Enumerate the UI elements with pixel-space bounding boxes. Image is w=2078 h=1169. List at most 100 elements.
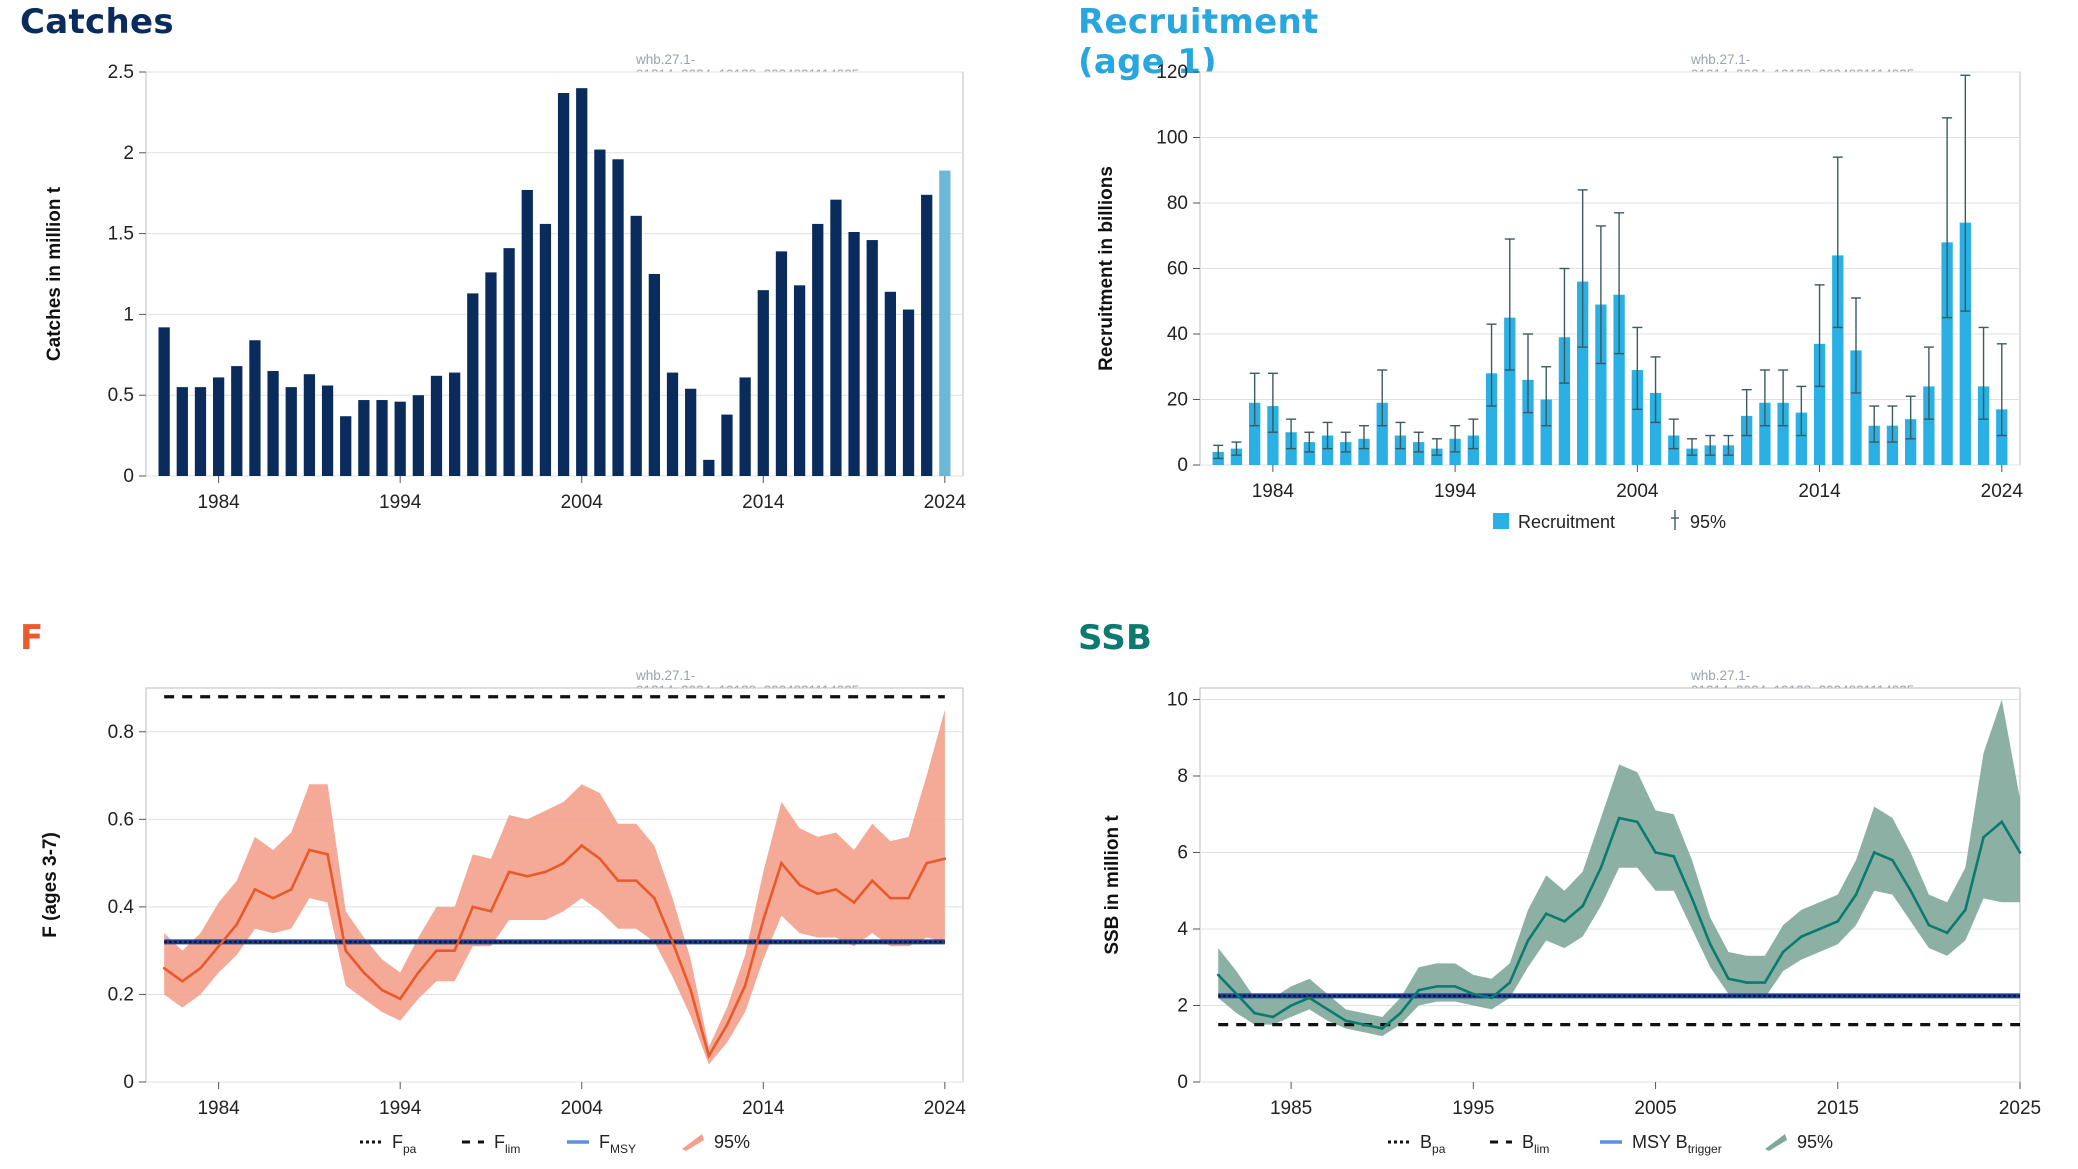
ssb-series-point — [1945, 931, 1949, 935]
f-series-point — [507, 870, 511, 874]
catches-bar — [612, 159, 624, 476]
ssb-ytick-label: 8 — [1177, 766, 1188, 787]
catches-bar — [358, 400, 370, 476]
recruitment-bar — [1467, 435, 1479, 465]
recruitment-bar — [1886, 425, 1899, 465]
ssb-title: SSB — [1078, 618, 1153, 658]
ssb-series-point — [2000, 820, 2004, 824]
f-ytick-label: 0.8 — [108, 722, 134, 743]
recruitment-bar — [1394, 435, 1407, 465]
f-series-point — [580, 844, 584, 847]
recruitment-chart: 0 20 40 60 80 100 120 1984 1994 2004 2014 2024 Recru… — [1096, 62, 2024, 532]
ssb-series-point — [1818, 927, 1821, 931]
catches-ytick-label: 2.5 — [108, 62, 134, 83]
f-xtick-label: 2004 — [561, 1098, 604, 1119]
catches-xtick-label: 2024 — [924, 492, 967, 513]
recruitment-legend-swatch — [1493, 513, 1509, 529]
ssb-series-point — [2018, 851, 2022, 854]
catches-bar-current — [939, 170, 951, 477]
catches-bar — [576, 88, 588, 476]
f-series-point — [925, 861, 928, 865]
catches-xtick-label: 2014 — [742, 492, 785, 513]
ssb-series-point — [1544, 912, 1548, 915]
f-legend-flim-label-main: F — [494, 1132, 505, 1152]
recruitment-xtick-label: 2004 — [1616, 481, 1659, 502]
catches-bar — [285, 387, 297, 476]
catches-bar — [249, 340, 261, 476]
ssb-series-point — [1854, 893, 1858, 896]
recruitment-bar — [1959, 222, 1971, 465]
f-ytick-label: 0.2 — [108, 984, 134, 1005]
recruitment-ytick-label: 20 — [1167, 390, 1188, 411]
recruitment-bar — [1868, 425, 1880, 465]
catches-bar — [921, 194, 933, 477]
catches-bar — [303, 374, 316, 476]
ssb-xtick-label: 2015 — [1817, 1098, 1859, 1119]
ssb-legend-bpa-label-main: B — [1420, 1132, 1432, 1152]
catches-chart: 0 0.5 1 1.5 2 2.5 1984 1994 2004 2014 2024 Catches … — [44, 62, 967, 513]
recruitment-bar — [1358, 438, 1370, 465]
ssb-series-point — [1326, 1008, 1329, 1011]
recruitment-ytick-label: 40 — [1167, 324, 1188, 345]
recruitment-bar — [1595, 304, 1607, 465]
catches-bar — [866, 240, 878, 476]
catches-bar — [212, 377, 225, 476]
recruitment-xtick-label: 1994 — [1434, 481, 1477, 502]
ssb-series-point — [1836, 920, 1840, 923]
catches-bar — [467, 293, 479, 476]
ssb-legend-blim-label-main: B — [1522, 1132, 1534, 1152]
recruitment-ytick-label: 80 — [1167, 193, 1188, 214]
recruitment-bar — [1540, 399, 1552, 465]
catches-bar — [884, 291, 897, 476]
recruitment-xtick-label: 2024 — [1981, 481, 2024, 502]
recruitment-title: Recruitment (age 1) — [1078, 2, 1319, 82]
catches-bar — [685, 388, 697, 476]
f-series-point — [671, 940, 674, 944]
f-y-axis-label: F (ages 3-7) — [40, 832, 61, 938]
f-series-point — [816, 892, 820, 896]
recruitment-bar — [1996, 409, 2008, 465]
ssb-series-point — [1708, 942, 1712, 946]
f-series-point — [326, 853, 329, 856]
recruitment-bar — [1522, 379, 1534, 465]
ssb-series-point — [1271, 1015, 1275, 1019]
recruitment-bar — [1850, 350, 1862, 465]
f-legend-fmsy-label-main: F — [599, 1132, 610, 1152]
catches-bar — [594, 149, 606, 476]
catches-ytick-label: 0.5 — [108, 385, 134, 406]
catches-bar — [231, 366, 243, 476]
f-series-line — [163, 843, 946, 1060]
ssb-series-point — [1490, 996, 1493, 1000]
f-series-point — [907, 896, 910, 900]
f-series-point — [435, 949, 438, 952]
recruitment-bar — [1230, 448, 1243, 465]
f-series-point — [761, 918, 765, 922]
ssb-series-point — [1909, 889, 1912, 893]
f-series-point — [289, 888, 293, 891]
catches-plot-frame — [145, 71, 964, 477]
f-legend-ci-label: 95% — [714, 1132, 750, 1152]
ssb-series-point — [1289, 1004, 1293, 1007]
catches-bar — [739, 377, 751, 476]
f-legend-fmsy-label-sub: MSY — [610, 1142, 636, 1156]
ssb-legend-msy-label-main: MSY B — [1632, 1132, 1688, 1152]
ssb-series-point — [1599, 866, 1603, 870]
f-xtick-label: 2024 — [924, 1098, 967, 1119]
catches-xtick-label: 2004 — [561, 492, 604, 513]
catches-bar — [630, 215, 642, 476]
ssb-series-point — [1380, 1027, 1384, 1030]
recruitment-bar — [1613, 294, 1625, 465]
ssb-ytick-label: 4 — [1177, 919, 1188, 940]
ssb-series-point — [1435, 985, 1439, 988]
recruitment-bar — [1413, 442, 1425, 465]
ssb-ytick-label: 0 — [1177, 1072, 1188, 1093]
ssb-series-point — [1690, 897, 1694, 900]
ssb-legend-ci-label: 95% — [1797, 1132, 1833, 1152]
catches-bar — [321, 385, 334, 476]
catches-bar — [412, 395, 424, 476]
recruitment-bar — [1832, 255, 1844, 465]
ssb-series-point — [1308, 996, 1311, 1000]
ssb-chart: 0 2 4 6 8 10 1985 1995 2005 2015 2025 SSB in millio… — [1102, 687, 2041, 1156]
ssb-series-point — [1964, 908, 1967, 912]
catches-bar — [830, 199, 842, 476]
